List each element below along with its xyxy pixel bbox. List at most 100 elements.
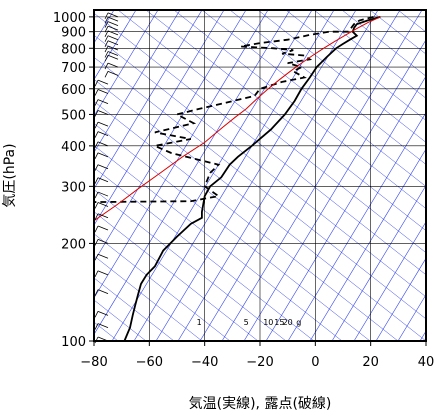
wind-barb-flag [94, 110, 99, 117]
x-tick-label: −60 [136, 355, 163, 370]
wind-barb-flag [104, 21, 109, 28]
wind-barb [97, 191, 109, 197]
wind-barb [107, 51, 119, 56]
y-tick-label: 600 [61, 83, 86, 98]
wind-barb-flag [104, 25, 109, 33]
x-tick-label: −20 [246, 355, 273, 370]
adiabat-line [173, 10, 426, 209]
wind-barb [107, 35, 119, 41]
wind-barb-flag [94, 202, 99, 209]
mixing-ratio-label: 15 [274, 318, 284, 327]
wind-barb-flag [94, 213, 99, 220]
isotherm-line [221, 10, 423, 341]
wind-barb [97, 323, 109, 328]
wind-barb-flag [94, 225, 99, 233]
adiabat-line [94, 101, 399, 341]
wind-barb-flag [104, 40, 109, 47]
adiabat-line [94, 167, 315, 341]
wind-barb [97, 121, 109, 127]
adiabat-line [397, 10, 426, 33]
wind-barb [97, 99, 109, 104]
mixing-ratio-label: 10 [263, 318, 273, 327]
wind-barb [97, 270, 109, 276]
wind-barb [107, 70, 119, 76]
y-tick-label: 500 [61, 108, 86, 123]
wind-barb [97, 164, 109, 170]
isotherm-line [94, 10, 225, 226]
gridlines [94, 10, 426, 341]
wind-barb [97, 152, 109, 158]
adiabat-line [257, 10, 426, 143]
wind-barb-flag [104, 30, 109, 38]
wind-barb [97, 253, 109, 259]
wind-barb-flag [94, 122, 99, 129]
wind-barb-flag [94, 254, 99, 261]
mixing-ratio-label: g [296, 318, 301, 327]
dewpoint-line [94, 16, 374, 203]
wind-barb-flag [94, 131, 99, 138]
isotherm-line [331, 184, 426, 341]
adiabat-line [94, 211, 259, 341]
wind-barb [97, 289, 109, 295]
isotherm-line [287, 112, 426, 341]
wind-barb-flag [104, 55, 109, 62]
isotherm-line [375, 257, 426, 341]
wind-barb [97, 79, 109, 85]
wind-barb-flag [94, 323, 99, 330]
adiabat-line [94, 56, 426, 320]
x-tick-label: 0 [311, 355, 319, 370]
isotherm-line [94, 10, 291, 335]
x-axis-label: 気温(実線), 露点(破線) [189, 396, 332, 412]
isotherm-line [111, 10, 313, 341]
isotherm-line [265, 75, 426, 341]
adiabat-line [94, 189, 287, 341]
wind-barb-flag [104, 51, 109, 58]
isotherm-line [94, 10, 203, 190]
isotherm-line [155, 10, 357, 341]
isotherm-line [94, 10, 159, 117]
wind-barb-flag [104, 45, 109, 53]
wind-barb-flag [94, 99, 99, 106]
wind-barb [107, 16, 119, 22]
adiabat-line [229, 10, 426, 165]
mixing-ratio-label: 1 [197, 318, 202, 327]
isotherm-line [243, 39, 426, 341]
wind-barb [107, 40, 119, 46]
mixing-ratio-label: 5 [244, 318, 249, 327]
adiabat-line [94, 145, 343, 341]
wind-barb-flag [104, 71, 109, 78]
wind-barb-flag [104, 62, 109, 70]
isotherm-line [177, 10, 379, 341]
profile-series [94, 16, 381, 341]
y-tick-label: 700 [61, 61, 86, 76]
adiabat-line [94, 233, 231, 341]
isotherm-line [309, 148, 426, 341]
wind-barb-flag [94, 79, 99, 87]
wind-barb [107, 25, 119, 31]
wind-barb-flag [94, 89, 99, 96]
wind-barb [97, 177, 109, 183]
isotherm-line [353, 221, 426, 341]
isotherm-line [419, 330, 426, 341]
wind-barb [107, 45, 119, 51]
wind-barb [97, 141, 109, 147]
isotherm-line [94, 10, 247, 263]
y-tick-label: 1000 [53, 11, 86, 26]
adiabat-line [201, 10, 426, 187]
y-tick-label: 100 [61, 335, 86, 350]
wind-barb [97, 110, 109, 115]
adiabat-line [145, 10, 426, 231]
mixing-ratio-label: 20 [283, 318, 293, 327]
x-tick-label: −80 [80, 355, 107, 370]
isotherm-line [94, 10, 269, 299]
isotherm-line [133, 10, 335, 341]
adiabat-line [94, 34, 426, 298]
wind-barb-flag [94, 152, 99, 160]
wind-barb [107, 12, 119, 18]
x-tick-label: −40 [191, 355, 218, 370]
adiabat-line [94, 12, 426, 276]
x-tick-label: 20 [362, 355, 379, 370]
